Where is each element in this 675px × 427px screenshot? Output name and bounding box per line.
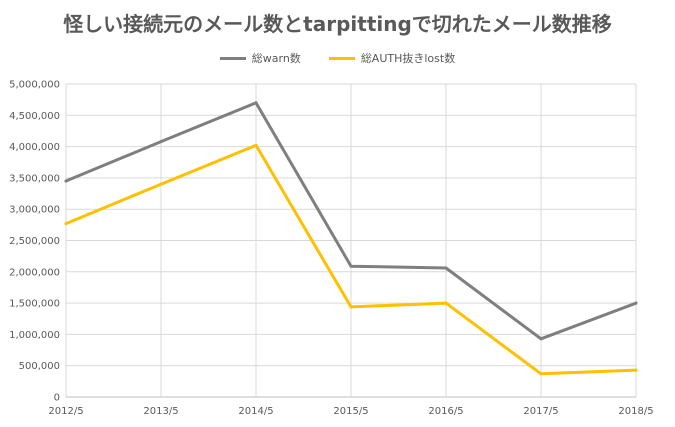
data-point-warn: [540, 337, 543, 340]
y-tick-label: 3,000,000: [9, 205, 60, 216]
x-tick-label: 2014/5: [238, 406, 273, 417]
data-point-warn: [350, 265, 353, 268]
data-point-warn: [255, 101, 258, 104]
y-tick-label: 500,000: [19, 361, 60, 372]
data-point-lost: [445, 302, 448, 305]
y-tick-label: 5,000,000: [9, 80, 60, 91]
data-point-warn: [635, 302, 638, 305]
data-point-lost: [350, 305, 353, 308]
x-tick-label: 2013/5: [143, 406, 178, 417]
data-point-lost: [65, 222, 68, 225]
data-point-lost: [635, 369, 638, 372]
data-point-lost: [255, 144, 258, 147]
y-tick-label: 4,500,000: [9, 111, 60, 122]
data-point-warn: [160, 140, 163, 143]
x-tick-label: 2017/5: [523, 406, 558, 417]
y-tick-label: 3,500,000: [9, 173, 60, 184]
y-tick-label: 0: [54, 393, 60, 404]
y-tick-label: 1,000,000: [9, 330, 60, 341]
data-point-warn: [65, 180, 68, 183]
x-tick-label: 2012/5: [48, 406, 83, 417]
data-point-lost: [160, 183, 163, 186]
x-tick-label: 2016/5: [428, 406, 463, 417]
y-tick-label: 2,000,000: [9, 267, 60, 278]
x-tick-label: 2015/5: [333, 406, 368, 417]
data-point-warn: [445, 267, 448, 270]
data-point-lost: [540, 372, 543, 375]
y-tick-label: 2,500,000: [9, 236, 60, 247]
y-tick-label: 4,000,000: [9, 142, 60, 153]
x-tick-label: 2018/5: [618, 406, 653, 417]
y-tick-label: 1,500,000: [9, 299, 60, 310]
